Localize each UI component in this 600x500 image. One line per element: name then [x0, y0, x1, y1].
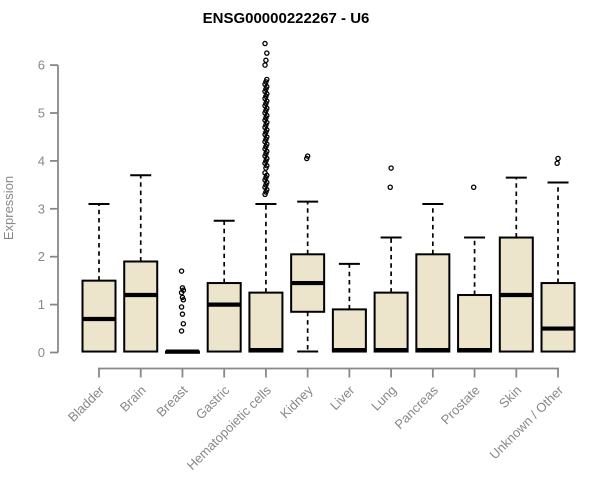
x-tick-label-gastric: Gastric: [193, 382, 233, 422]
outlier-point: [262, 62, 268, 68]
iqr-box: [81, 279, 117, 353]
box-lung: [373, 165, 409, 353]
outlier-point: [178, 289, 185, 296]
iqr-box: [373, 291, 409, 353]
iqr-box: [206, 282, 242, 353]
outlier-point: [263, 57, 269, 64]
outlier-point: [304, 153, 311, 159]
y-tick-label: 3: [38, 201, 45, 216]
x-tick-label-kidney: Kidney: [277, 382, 316, 421]
x-tick-label-liver: Liver: [327, 382, 358, 413]
box-skin: [498, 176, 534, 353]
x-tick-label-skin: Skin: [496, 383, 524, 411]
box-pancreas: [415, 203, 451, 353]
outlier-point: [555, 155, 561, 162]
x-tick-label-lung: Lung: [368, 383, 399, 414]
x-tick-label-bladder: Bladder: [65, 382, 108, 425]
outlier-point: [180, 297, 187, 303]
iqr-box: [457, 294, 493, 353]
outlier-point: [262, 40, 268, 47]
y-tick-label: 0: [38, 345, 45, 360]
outlier-point: [178, 328, 185, 334]
y-tick-label: 1: [38, 297, 45, 312]
y-tick-label: 6: [38, 58, 45, 73]
outlier-point: [388, 165, 394, 171]
box-gastric: [206, 219, 242, 353]
outlier-point: [264, 50, 270, 56]
outlier-point: [264, 76, 270, 83]
outlier-point: [470, 184, 477, 190]
y-axis: 0 1 2 3 4 5 6: [38, 58, 59, 360]
y-tick-label: 2: [38, 249, 45, 264]
outlier-point: [554, 160, 560, 167]
outlier-point: [387, 184, 393, 190]
box-unknown-other: [540, 155, 576, 353]
y-tick-label: 5: [38, 106, 45, 121]
x-tick-label-breast: Breast: [153, 382, 190, 419]
iqr-box: [331, 308, 367, 353]
iqr-box: [123, 260, 159, 353]
outlier-point: [178, 268, 185, 274]
outlier-point: [180, 321, 187, 327]
y-axis-title: Expression: [1, 176, 16, 240]
box-kidney: [290, 153, 326, 353]
boxplot-series: [81, 40, 576, 354]
outlier-point: [178, 304, 185, 310]
outlier-point: [262, 170, 268, 176]
box-breast: [164, 268, 200, 354]
iqr-box: [415, 253, 451, 353]
box-brain: [123, 174, 159, 353]
box-hematopoietic-cells: [248, 40, 284, 353]
x-tick-label-unknown-other: Unknown / Other: [487, 382, 567, 462]
x-tick-label-brain: Brain: [117, 383, 149, 415]
iqr-box: [248, 291, 284, 353]
box-prostate: [457, 184, 493, 353]
outlier-point: [179, 311, 186, 317]
x-tick-label-prostate: Prostate: [438, 383, 483, 428]
x-tick-label-pancreas: Pancreas: [392, 382, 442, 432]
iqr-box: [540, 282, 576, 353]
y-tick-label: 4: [38, 153, 45, 168]
chart-title: ENSG00000222267 - U6: [203, 10, 370, 27]
box-bladder: [81, 203, 117, 353]
box-liver: [331, 262, 367, 353]
